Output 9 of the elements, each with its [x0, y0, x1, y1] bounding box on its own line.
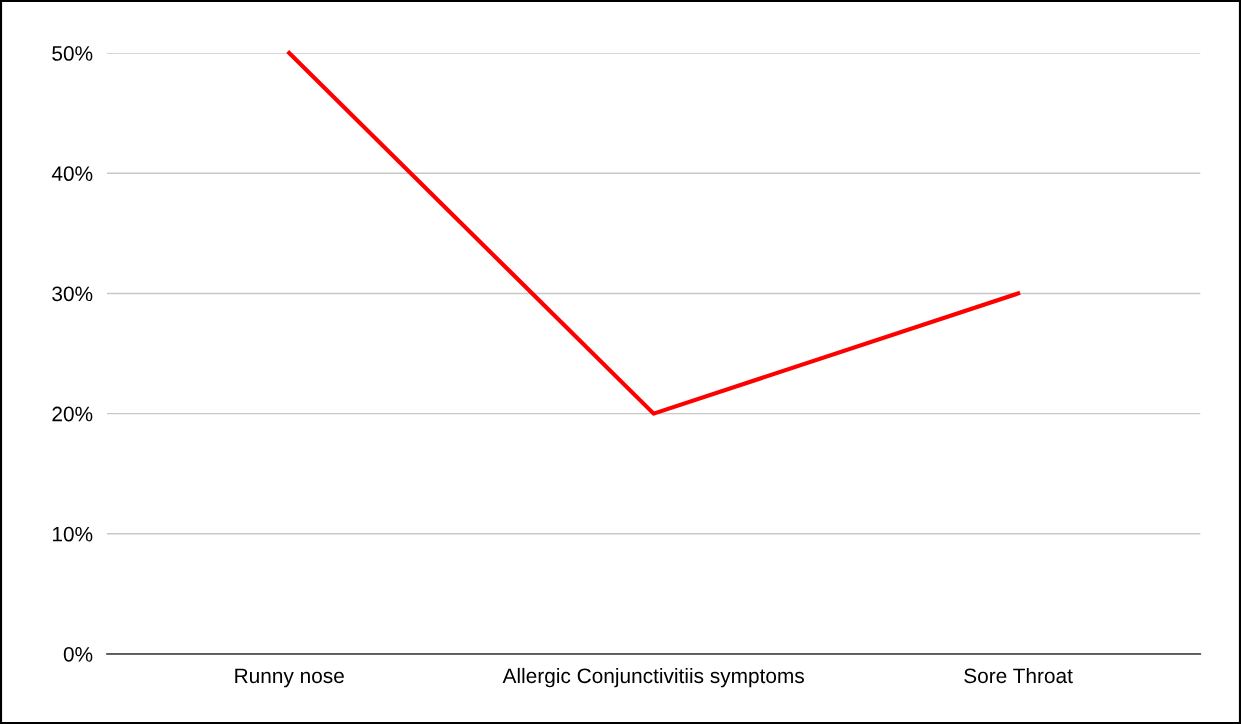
x-tick-label: Allergic Conjunctivitiis symptoms [502, 667, 804, 688]
y-tick-label: 10% [52, 526, 93, 542]
y-tick-label: 0% [63, 646, 93, 662]
y-tick-label: 30% [52, 286, 93, 302]
x-tick-label: Runny nose [235, 668, 344, 688]
y-tick-label: 20% [52, 406, 93, 422]
x-tick-label: Sore Throat [964, 667, 1073, 684]
y-tick-label: 50% [52, 46, 93, 61]
y-tick-label: 40% [51, 166, 93, 182]
